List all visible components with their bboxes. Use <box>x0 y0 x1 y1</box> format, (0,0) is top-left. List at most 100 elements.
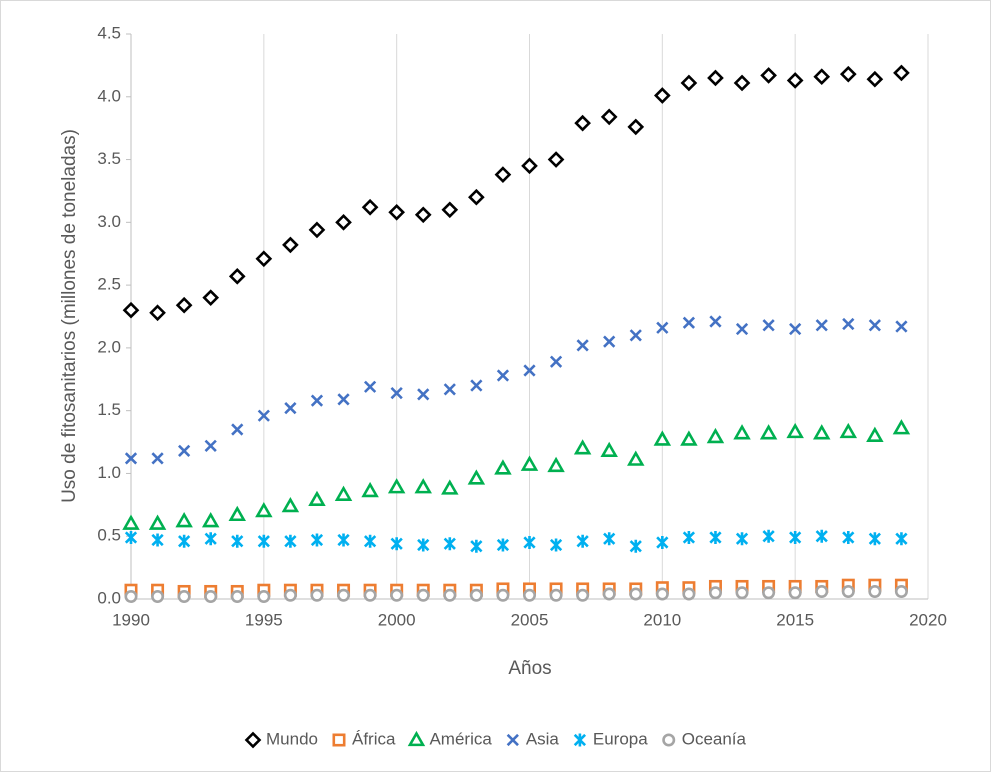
legend-marker <box>662 733 676 747</box>
y-tick-label: 0.0 <box>97 588 121 607</box>
marker <box>762 319 775 332</box>
y-tick-label: 4.0 <box>97 86 121 105</box>
marker <box>682 587 696 601</box>
marker <box>839 65 857 83</box>
marker <box>866 426 884 442</box>
marker <box>576 339 589 352</box>
marker <box>600 108 618 126</box>
marker <box>178 534 191 548</box>
marker <box>204 532 217 546</box>
marker <box>735 586 749 600</box>
marker <box>523 364 536 377</box>
marker <box>707 69 724 87</box>
marker <box>708 586 722 600</box>
marker <box>201 512 220 528</box>
marker <box>839 422 858 439</box>
marker <box>334 485 353 501</box>
marker <box>682 530 696 544</box>
marker <box>255 501 273 518</box>
marker <box>335 213 352 231</box>
marker <box>257 534 270 548</box>
marker <box>204 439 217 452</box>
marker <box>337 393 350 406</box>
marker <box>124 530 138 544</box>
marker <box>124 452 138 465</box>
marker <box>815 319 828 332</box>
marker <box>468 188 485 206</box>
marker <box>735 532 749 546</box>
marker <box>760 67 777 84</box>
marker <box>178 444 191 457</box>
legend-marker <box>506 733 519 747</box>
legend-label: Mundo <box>266 729 318 748</box>
x-tick-label: 2005 <box>511 610 549 629</box>
marker <box>895 320 908 333</box>
marker <box>281 496 300 513</box>
marker <box>390 386 403 400</box>
marker <box>257 589 271 603</box>
marker <box>892 419 911 435</box>
marker <box>629 329 642 342</box>
y-tick-label: 2.0 <box>97 337 121 356</box>
y-axis-title: Uso de fitosanitarios (millones de tonel… <box>59 129 80 503</box>
y-tick-label: 1.0 <box>97 463 121 482</box>
marker <box>603 335 616 348</box>
marker <box>789 530 802 544</box>
marker <box>547 151 565 168</box>
marker <box>337 588 351 602</box>
marker <box>655 587 669 601</box>
x-tick-label: 2000 <box>378 610 416 629</box>
marker <box>549 355 563 368</box>
marker <box>417 388 430 401</box>
marker <box>523 536 536 549</box>
marker <box>815 584 829 598</box>
x-tick-label: 2010 <box>643 610 681 629</box>
marker <box>387 478 406 494</box>
marker <box>602 587 616 601</box>
marker <box>574 114 591 132</box>
marker <box>337 533 350 547</box>
marker <box>656 321 669 334</box>
legend-marker <box>407 730 426 747</box>
marker <box>786 422 804 439</box>
marker <box>547 456 565 473</box>
marker <box>363 534 377 548</box>
marker <box>812 424 831 440</box>
marker <box>469 588 483 602</box>
marker <box>390 537 403 551</box>
marker <box>627 450 645 466</box>
marker <box>310 394 324 407</box>
marker <box>228 505 247 522</box>
legend-marker <box>244 731 262 749</box>
marker <box>361 198 379 216</box>
marker <box>682 316 696 329</box>
marker <box>522 588 536 602</box>
x-axis-title: Años <box>508 658 551 679</box>
marker <box>709 315 722 328</box>
marker <box>733 424 751 440</box>
marker <box>255 250 273 268</box>
marker <box>706 427 725 444</box>
legend-marker <box>573 733 587 747</box>
marker <box>308 221 326 239</box>
marker <box>842 530 855 544</box>
marker <box>361 481 379 498</box>
marker <box>494 459 512 475</box>
y-tick-label: 3.0 <box>97 212 121 231</box>
marker <box>895 532 908 546</box>
y-tick-label: 4.5 <box>97 23 121 42</box>
marker <box>470 379 483 392</box>
marker <box>893 64 910 82</box>
marker <box>627 118 645 136</box>
marker <box>549 588 563 602</box>
marker <box>230 589 244 603</box>
marker <box>257 409 270 422</box>
y-tick-label: 1.5 <box>97 400 121 419</box>
marker <box>789 322 802 336</box>
marker <box>124 589 138 603</box>
marker <box>653 430 672 446</box>
marker <box>815 529 828 543</box>
x-tick-label: 2020 <box>909 610 947 629</box>
marker <box>441 479 459 495</box>
